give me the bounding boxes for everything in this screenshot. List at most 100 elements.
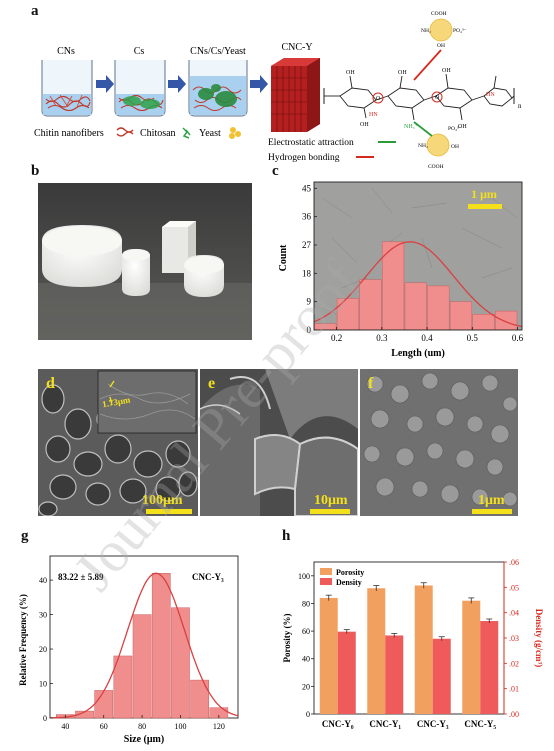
arrow-2 — [168, 75, 186, 93]
c-ytick-5: 45 — [302, 183, 312, 193]
h-bar-density-0 — [337, 631, 356, 714]
panel-a-legend: Chitin nanofibers Chitosan Yeast Electro… — [34, 127, 396, 163]
panel-f-sem: f 1μm — [360, 369, 518, 516]
chem-oh-1: OH — [346, 70, 355, 76]
h-ytick-right-5: .05 — [509, 583, 519, 592]
g-bar-1 — [75, 710, 94, 719]
hbond-line — [413, 49, 442, 81]
h-ytick-right-1: .01 — [509, 685, 519, 694]
e-scalebar-label: 10μm — [314, 493, 348, 508]
chem-po4-1: PO₄³⁻ — [453, 28, 467, 34]
c-xtick-2: 0.4 — [421, 333, 433, 343]
panel-g-letter: g — [21, 528, 29, 544]
cnc-y-block: CNC-Y — [271, 42, 320, 132]
g-series-label: CNC-Y₃ — [192, 572, 224, 582]
c-bar-8 — [495, 310, 518, 331]
g-ytick-0: 0 — [43, 714, 47, 723]
panel-c-letter: c — [272, 163, 279, 179]
g-xtick-4: 120 — [213, 722, 225, 731]
c-ytick-4: 36 — [302, 212, 312, 222]
h-xtick-2: CNC-Y₃ — [417, 719, 449, 729]
panel-b-photo — [38, 183, 252, 340]
chem-hn-2: HN — [369, 112, 378, 118]
e-scalebar — [310, 509, 350, 514]
h-bar-density-2 — [432, 638, 451, 714]
h-ytick-left-3: 60 — [302, 627, 310, 636]
h-legend-swatch-0 — [320, 568, 332, 575]
chem-oh-3: OH — [442, 68, 451, 74]
legend-electrostatic: Electrostatic attraction — [268, 138, 354, 148]
h-ytick-right-2: .02 — [509, 659, 519, 668]
h-bar-density-1 — [385, 635, 404, 714]
c-bar-4 — [404, 282, 427, 331]
g-bar-7 — [190, 679, 209, 719]
c-ytick-2: 18 — [302, 268, 312, 278]
g-bar-6 — [171, 607, 190, 719]
panel-g-chart: 0 10 20 30 40 40 60 80 100 120 83.22 ± 5.89 CNC-… — [18, 555, 239, 745]
panel-e-letter: e — [208, 375, 216, 392]
panel-f-letter: f — [368, 375, 374, 392]
c-bars — [314, 241, 518, 331]
g-xlabel: Size (μm) — [124, 734, 164, 745]
h-ytick-left-2: 40 — [302, 655, 310, 664]
chem-cooh-2: COOH — [428, 164, 444, 170]
h-bar-porosity-1 — [367, 588, 386, 714]
g-ytick-1: 10 — [39, 680, 47, 689]
h-ytick-right-6: .06 — [509, 558, 519, 567]
h-bars — [319, 582, 499, 714]
legend-hydrogen: Hydrogen bonding — [268, 153, 340, 163]
arrow-3 — [250, 75, 268, 93]
h-bar-porosity-0 — [319, 597, 338, 714]
panel-d-letter: d — [46, 375, 55, 392]
h-ylabel-right: Density (g/cm³) — [534, 609, 544, 667]
h-xtick-3: CNC-Y₅ — [464, 719, 496, 729]
yeast-cell-top: COOH NH₂ PO₄³⁻ OH — [413, 11, 467, 81]
h-ytick-left-5: 100 — [298, 572, 310, 581]
h-bar-porosity-2 — [414, 585, 433, 714]
label-cns: CNs — [57, 46, 75, 57]
g-xtick-3: 100 — [174, 722, 186, 731]
panel-a-schematic: CNs Cs CNs/Cs/Yeast CNC-Y — [34, 11, 522, 170]
chitin-icon — [116, 127, 134, 137]
d-inset-arrow-bottom — [109, 396, 113, 406]
h-ytick-left-4: 80 — [302, 599, 310, 608]
c-ytick-3: 27 — [302, 240, 312, 250]
panel-d-sem: d 1.73μm 100μm — [38, 369, 198, 516]
c-bar-2 — [359, 279, 382, 331]
chem-oh-5: OH — [458, 124, 467, 130]
c-bar-5 — [427, 285, 450, 331]
chem-oh-6: OH — [437, 43, 445, 49]
panel-e-sem: e 10μm — [200, 369, 358, 516]
h-legend-swatch-1 — [320, 578, 332, 585]
chem-nh2-1: NH₂ — [421, 28, 431, 34]
h-ytick-right-4: .04 — [509, 609, 519, 618]
legend-chitosan: Chitosan — [140, 128, 176, 139]
chem-oh-4: OH — [360, 122, 369, 128]
h-ytick-left-0: 0 — [306, 710, 310, 719]
c-bar-0 — [314, 323, 337, 331]
chem-nh3: NH₃⁺ — [404, 123, 418, 130]
c-xtick-4: 0.6 — [512, 333, 524, 343]
label-cnc-y: CNC-Y — [281, 42, 312, 53]
h-ylabel-left: Porosity (%) — [282, 613, 292, 662]
d-inset-arrow-top — [109, 380, 115, 388]
g-bar-5 — [151, 572, 171, 719]
g-bar-2 — [94, 690, 114, 719]
g-bar-4 — [132, 614, 152, 719]
label-cns-cs-yeast: CNs/Cs/Yeast — [190, 46, 246, 57]
chem-cooh-1: COOH — [431, 11, 447, 17]
c-xtick-3: 0.5 — [467, 333, 479, 343]
c-xtick-0: 0.2 — [331, 333, 342, 343]
c-ytick-1: 9 — [307, 297, 312, 307]
f-scalebar — [472, 509, 512, 514]
g-fit-curve — [49, 572, 239, 719]
h-ytick-left-1: 20 — [302, 682, 310, 691]
h-ytick-right-3: .03 — [509, 634, 519, 643]
yeast-icon — [229, 127, 241, 139]
h-bar-porosity-3 — [462, 600, 481, 714]
g-xtick-1: 60 — [100, 722, 108, 731]
c-scalebar-label: 1 μm — [471, 187, 497, 201]
g-annotation: 83.22 ± 5.89 — [58, 572, 104, 582]
chem-nh2-2: NH₂ — [418, 143, 428, 149]
